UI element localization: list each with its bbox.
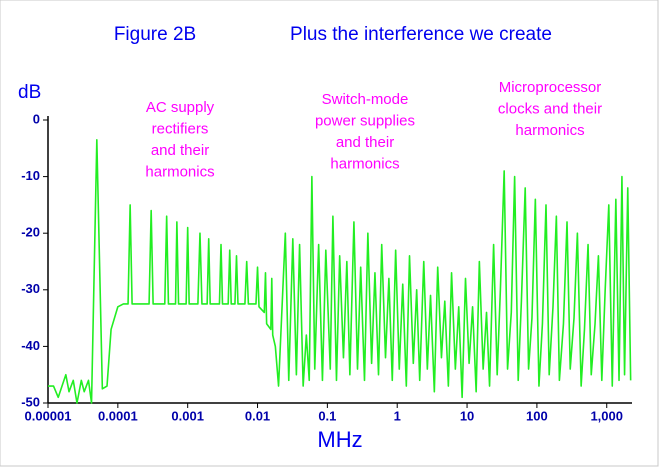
annotation: harmonics: [515, 122, 584, 139]
x-axis-label: MHz: [317, 427, 362, 452]
annotation: harmonics: [145, 163, 214, 180]
x-tick-label: 10: [460, 408, 474, 423]
x-tick-label: 100: [526, 408, 548, 423]
data-line: [48, 139, 632, 404]
annotation: and their: [151, 142, 209, 159]
x-tick-label: 0.0001: [98, 408, 138, 423]
annotation: power supplies: [315, 112, 415, 129]
y-tick-label: -40: [21, 338, 40, 353]
x-tick-label: 0.001: [171, 408, 204, 423]
x-tick-label: 0.1: [318, 408, 336, 423]
y-axis-label: dB: [18, 82, 41, 103]
annotation: Switch-mode: [322, 91, 409, 108]
y-tick-label: -50: [21, 394, 40, 409]
y-tick-label: -30: [21, 281, 40, 296]
y-tick-label: -20: [21, 225, 40, 240]
annotation: harmonics: [330, 155, 399, 172]
annotation: AC supply: [146, 99, 215, 116]
x-tick-label: 1: [394, 408, 401, 423]
annotation: rectifiers: [152, 120, 209, 137]
annotation: and their: [336, 134, 394, 151]
y-tick-label: -10: [21, 168, 40, 183]
annotation: clocks and their: [498, 100, 602, 117]
chart-title: Figure 2B: [114, 24, 196, 45]
x-tick-label: 1,000: [590, 408, 623, 423]
x-tick-label: 0.01: [245, 408, 270, 423]
chart-subtitle: Plus the interference we create: [290, 24, 552, 45]
x-tick-label: 0.00001: [25, 408, 72, 423]
y-tick-label: 0: [33, 111, 40, 126]
annotation: Microprocessor: [499, 79, 602, 96]
